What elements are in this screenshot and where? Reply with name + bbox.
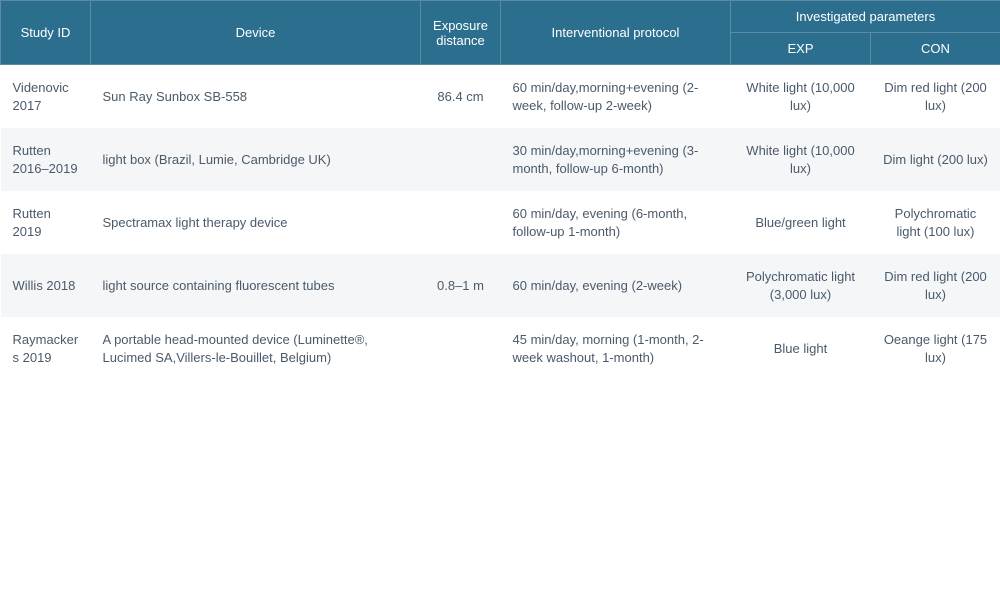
cell-exp: White light (10,000 lux) <box>731 65 871 129</box>
table-row: Rutten 2019Spectramax light therapy devi… <box>1 191 1000 254</box>
cell-protocol: 60 min/day, evening (6-month, follow-up … <box>501 191 731 254</box>
cell-protocol: 60 min/day, evening (2-week) <box>501 254 731 317</box>
cell-exposure <box>421 317 501 380</box>
cell-exp: White light (10,000 lux) <box>731 128 871 191</box>
cell-study-id: Willis 2018 <box>1 254 91 317</box>
col-exp: EXP <box>731 33 871 65</box>
col-protocol: Interventional protocol <box>501 1 731 65</box>
table-row: Videnovic 2017Sun Ray Sunbox SB-55886.4 … <box>1 65 1000 129</box>
col-study-id: Study ID <box>1 1 91 65</box>
cell-exposure: 0.8–1 m <box>421 254 501 317</box>
study-table: Study ID Device Exposure distance Interv… <box>0 0 1000 380</box>
cell-study-id: Raymackers 2019 <box>1 317 91 380</box>
col-exposure: Exposure distance <box>421 1 501 65</box>
col-device: Device <box>91 1 421 65</box>
col-investigated: Investigated parameters <box>731 1 1000 33</box>
cell-study-id: Rutten 2016–2019 <box>1 128 91 191</box>
table-row: Rutten 2016–2019light box (Brazil, Lumie… <box>1 128 1000 191</box>
cell-device: light source containing fluorescent tube… <box>91 254 421 317</box>
cell-con: Dim red light (200 lux) <box>871 254 1000 317</box>
col-con: CON <box>871 33 1000 65</box>
cell-protocol: 30 min/day,morning+evening (3-month, fol… <box>501 128 731 191</box>
table-body: Videnovic 2017Sun Ray Sunbox SB-55886.4 … <box>1 65 1000 381</box>
cell-exposure <box>421 128 501 191</box>
cell-device: Spectramax light therapy device <box>91 191 421 254</box>
cell-study-id: Videnovic 2017 <box>1 65 91 129</box>
cell-device: Sun Ray Sunbox SB-558 <box>91 65 421 129</box>
cell-con: Polychromatic light (100 lux) <box>871 191 1000 254</box>
table-row: Raymackers 2019A portable head-mounted d… <box>1 317 1000 380</box>
cell-con: Oeange light (175 lux) <box>871 317 1000 380</box>
cell-device: A portable head-mounted device (Luminett… <box>91 317 421 380</box>
cell-study-id: Rutten 2019 <box>1 191 91 254</box>
cell-exp: Blue/green light <box>731 191 871 254</box>
cell-con: Dim light (200 lux) <box>871 128 1000 191</box>
cell-protocol: 45 min/day, morning (1-month, 2-week was… <box>501 317 731 380</box>
cell-exposure: 86.4 cm <box>421 65 501 129</box>
cell-exp: Polychromatic light (3,000 lux) <box>731 254 871 317</box>
cell-exposure <box>421 191 501 254</box>
cell-exp: Blue light <box>731 317 871 380</box>
table-row: Willis 2018light source containing fluor… <box>1 254 1000 317</box>
cell-protocol: 60 min/day,morning+evening (2-week, foll… <box>501 65 731 129</box>
cell-device: light box (Brazil, Lumie, Cambridge UK) <box>91 128 421 191</box>
table-header: Study ID Device Exposure distance Interv… <box>1 1 1000 65</box>
cell-con: Dim red light (200 lux) <box>871 65 1000 129</box>
